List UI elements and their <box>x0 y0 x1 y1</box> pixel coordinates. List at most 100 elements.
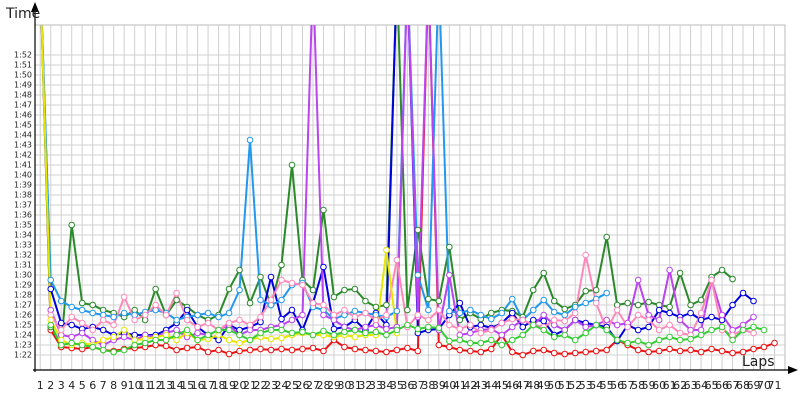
data-point <box>571 303 579 311</box>
data-point <box>498 319 506 327</box>
data-point <box>718 323 726 331</box>
data-point <box>278 334 285 342</box>
data-point <box>708 276 715 284</box>
data-point <box>467 347 474 355</box>
data-point <box>383 331 390 339</box>
x-tick-label: 19 <box>222 379 236 392</box>
data-point <box>487 326 495 334</box>
data-point <box>120 326 128 334</box>
data-point <box>498 309 506 317</box>
y-tick-label: 1:36 <box>14 211 32 220</box>
data-point <box>592 299 600 307</box>
data-point <box>362 297 369 305</box>
data-point <box>456 309 464 317</box>
data-point <box>68 339 76 347</box>
data-point <box>603 233 610 241</box>
data-point <box>666 333 673 341</box>
x-tick-label: 48 <box>526 379 540 392</box>
data-point <box>236 331 243 339</box>
data-point <box>508 309 516 317</box>
data-point <box>477 311 485 319</box>
x-tick-label: 69 <box>747 379 761 392</box>
x-tick-label: 37 <box>411 379 425 392</box>
data-point <box>697 348 705 356</box>
y-tick-label: 1:24 <box>14 331 32 340</box>
data-point <box>110 348 117 356</box>
data-point <box>351 345 359 353</box>
data-point <box>173 296 180 304</box>
data-point <box>529 347 537 355</box>
data-point <box>110 333 117 341</box>
x-tick-label: 29 <box>327 379 341 392</box>
x-tick-label: 44 <box>484 379 498 392</box>
x-tick-label: 26 <box>295 379 309 392</box>
y-tick-label: 1:52 <box>14 51 32 60</box>
data-point <box>666 321 673 329</box>
data-point <box>487 336 495 344</box>
data-point <box>624 339 631 347</box>
data-point <box>267 346 275 354</box>
data-point <box>68 221 76 229</box>
data-point <box>425 306 432 314</box>
data-point <box>561 350 569 358</box>
data-point <box>194 336 201 344</box>
data-point <box>351 333 359 341</box>
data-point <box>309 331 317 339</box>
y-tick-label: 1:27 <box>14 301 32 310</box>
data-point <box>47 321 55 329</box>
x-tick-label: 33 <box>369 379 383 392</box>
data-point <box>393 256 401 264</box>
data-point <box>362 346 369 354</box>
data-point <box>131 341 138 349</box>
data-point <box>89 343 96 351</box>
data-point <box>760 326 768 334</box>
data-point <box>383 301 390 309</box>
data-point <box>120 346 128 354</box>
data-point <box>246 346 254 354</box>
y-tick-label: 1:46 <box>14 111 32 120</box>
data-point <box>739 326 747 334</box>
y-tick-label: 1:32 <box>14 251 32 260</box>
data-point <box>267 326 275 334</box>
data-point <box>225 336 233 344</box>
data-point <box>666 309 673 317</box>
data-point <box>425 316 432 324</box>
x-tick-label: 31 <box>348 379 362 392</box>
y-tick-label: 1:37 <box>14 201 32 210</box>
y-tick-label: 1:35 <box>14 221 32 230</box>
data-point <box>477 329 485 337</box>
x-tick-label: 2 <box>47 379 54 392</box>
data-point <box>152 285 159 293</box>
data-point <box>309 299 317 307</box>
data-point <box>183 326 191 334</box>
x-tick-label: 70 <box>757 379 771 392</box>
data-point <box>582 348 589 356</box>
data-point <box>645 348 652 356</box>
data-point <box>204 319 212 327</box>
data-point <box>446 321 453 329</box>
data-point <box>613 321 621 329</box>
data-point <box>508 323 516 331</box>
x-tick-label: 52 <box>568 379 582 392</box>
x-tick-label: 16 <box>191 379 205 392</box>
y-tick-label: 1:40 <box>14 171 32 180</box>
data-point <box>655 306 663 314</box>
data-point <box>467 321 474 329</box>
x-tick-label: 64 <box>694 379 708 392</box>
data-point <box>372 328 380 336</box>
data-point <box>341 286 348 294</box>
data-point <box>141 339 149 347</box>
data-point <box>729 349 736 357</box>
data-point <box>708 313 715 321</box>
data-point <box>540 311 548 319</box>
y-tick-label: 1:23 <box>14 341 32 350</box>
data-point <box>68 313 76 321</box>
data-point <box>655 316 663 324</box>
y-tick-label: 1:51 <box>14 61 32 70</box>
x-tick-label: 4 <box>68 379 75 392</box>
data-point <box>634 311 642 319</box>
data-point <box>666 266 673 274</box>
data-point <box>550 333 558 341</box>
data-point <box>173 346 180 354</box>
series-line <box>40 25 755 343</box>
